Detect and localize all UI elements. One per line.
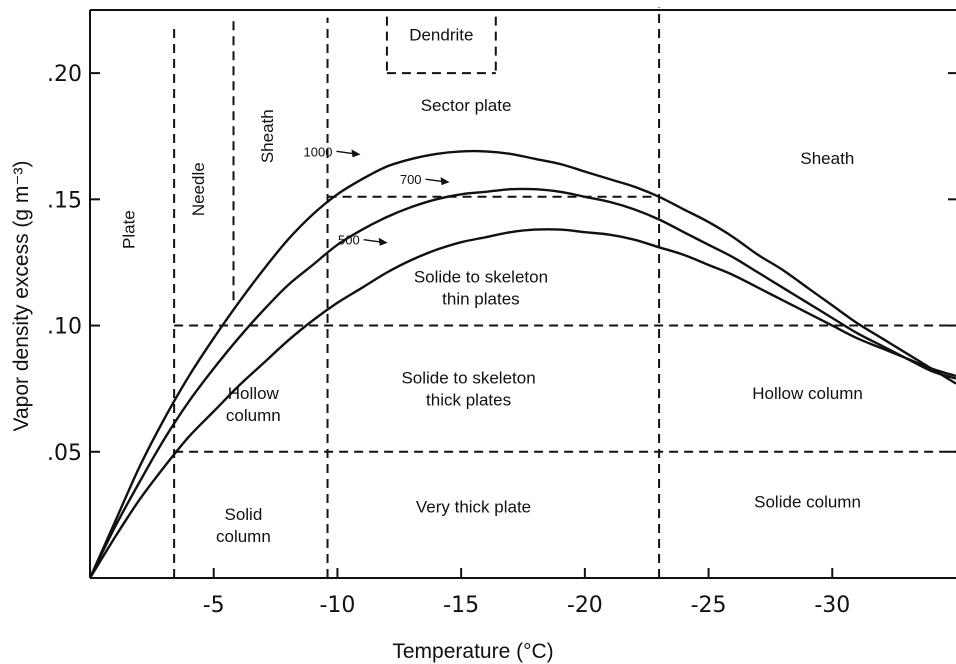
region-label: Sheath xyxy=(800,149,854,168)
y-tick-label: .20 xyxy=(47,62,82,87)
x-tick-label: -25 xyxy=(691,593,727,618)
region-label: Solid column xyxy=(216,505,271,546)
series-arrow-head xyxy=(351,149,361,158)
series-line-1000 xyxy=(88,149,956,579)
region-label-line: Solide column xyxy=(754,492,861,511)
y-tick-label: .15 xyxy=(47,188,82,213)
y-axis-title: Vapor density excess (g m⁻³) xyxy=(10,161,33,432)
region-label: Hollow column xyxy=(752,384,863,403)
region-label: Dendrite xyxy=(409,25,473,44)
region-label-line: column xyxy=(226,406,281,425)
x-tick-label: -30 xyxy=(814,593,850,618)
series-layer xyxy=(88,149,956,579)
region-label-line: Very thick plate xyxy=(416,497,531,516)
x-tick-label: -10 xyxy=(319,593,355,618)
region-label-line: Sheath xyxy=(800,149,854,168)
region-label-line: Hollow xyxy=(228,384,280,403)
region-label: Solide to skeleton thick plates xyxy=(401,369,535,410)
region-label-line: Solide to skeleton xyxy=(414,268,548,287)
y-tick-label: .05 xyxy=(47,441,82,466)
curve-labels-layer: 1000 700 500 xyxy=(304,144,450,248)
region-label-line: Solide to skeleton xyxy=(401,369,535,388)
series-arrow-head xyxy=(440,177,450,186)
region-label: Solide to skeleton thin plates xyxy=(414,268,548,309)
region-label: Plate xyxy=(120,210,139,249)
y-tick-label: .10 xyxy=(47,315,82,340)
region-label-line: thin plates xyxy=(442,290,520,309)
region-label-line: Sheath xyxy=(258,109,277,163)
region-label-line: Dendrite xyxy=(409,25,473,44)
region-label: Hollow column xyxy=(226,384,281,425)
region-label-line: thick plates xyxy=(426,391,511,410)
x-tick-label: -5 xyxy=(203,593,225,618)
region-label-line: Plate xyxy=(120,210,139,249)
plot-frame xyxy=(89,9,956,579)
region-label: Very thick plate xyxy=(416,497,531,516)
region-label: Needle xyxy=(189,162,208,216)
series-label-1000: 1000 xyxy=(304,144,333,159)
series-label-500: 500 xyxy=(338,233,360,248)
region-label-line: Sector plate xyxy=(421,96,512,115)
regions-layer: Plate Needle Sheath Dendrite Sector plate She… xyxy=(120,25,863,546)
x-axis-title: Temperature (°C) xyxy=(392,640,553,663)
region-label-line: Hollow column xyxy=(752,384,863,403)
series-label-700: 700 xyxy=(400,172,422,187)
region-label-line: column xyxy=(216,527,271,546)
region-label-line: Solid xyxy=(224,505,262,524)
series-arrow-head xyxy=(378,237,388,246)
x-tick-label: -15 xyxy=(443,593,479,618)
series-line-500 xyxy=(88,228,956,579)
boundaries-layer xyxy=(173,7,956,578)
region-label: Sector plate xyxy=(421,96,512,115)
region-label: Solide column xyxy=(754,492,861,511)
series-line-700 xyxy=(88,187,956,579)
x-tick-label: -20 xyxy=(567,593,603,618)
region-label: Sheath xyxy=(258,109,277,163)
ticks-layer: -5 -10 -15 -20 -25 -30 .05 .10 .15 .20 xyxy=(47,62,956,618)
region-label-line: Needle xyxy=(189,162,208,216)
